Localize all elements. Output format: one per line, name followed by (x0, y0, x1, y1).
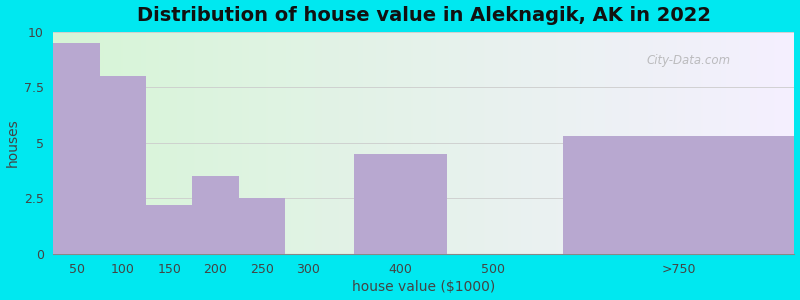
X-axis label: house value ($1000): house value ($1000) (352, 280, 495, 294)
Bar (146, 205, 192, 254)
Bar (100, 76, 146, 254)
Title: Distribution of house value in Aleknagik, AK in 2022: Distribution of house value in Aleknagik… (137, 6, 711, 25)
Bar (238, 198, 285, 254)
Bar (192, 176, 238, 254)
Bar (354, 154, 447, 254)
Bar (563, 136, 794, 254)
Y-axis label: houses: houses (6, 118, 19, 167)
Bar (54, 43, 100, 254)
Text: City-Data.com: City-Data.com (646, 54, 730, 67)
